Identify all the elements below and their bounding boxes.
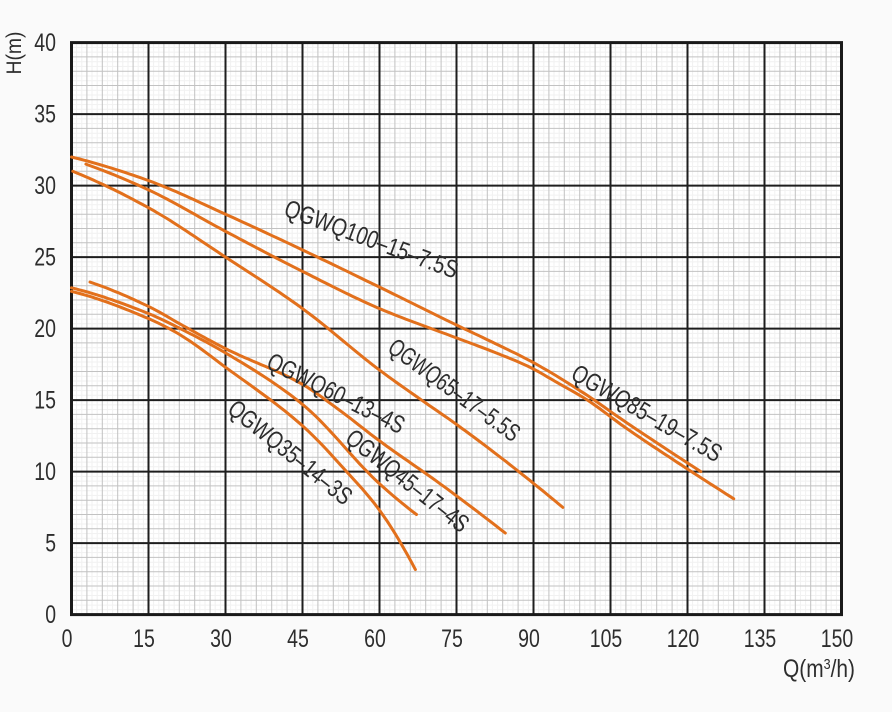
svg-text:35: 35 [34, 101, 56, 129]
svg-text:H(m): H(m) [3, 32, 26, 75]
svg-text:30: 30 [34, 172, 56, 200]
svg-text:135: 135 [744, 625, 777, 653]
svg-text:15: 15 [133, 625, 155, 653]
svg-text:Q(m3/h): Q(m3/h) [783, 655, 855, 683]
svg-text:75: 75 [441, 625, 463, 653]
svg-text:0: 0 [62, 625, 73, 653]
svg-text:105: 105 [590, 625, 623, 653]
svg-text:15: 15 [34, 387, 56, 415]
svg-text:90: 90 [518, 625, 540, 653]
svg-text:0: 0 [45, 601, 56, 629]
svg-text:30: 30 [210, 625, 232, 653]
svg-text:10: 10 [34, 458, 56, 486]
svg-text:45: 45 [287, 625, 309, 653]
svg-text:5: 5 [45, 530, 56, 558]
svg-text:20: 20 [34, 315, 56, 343]
svg-text:40: 40 [34, 29, 56, 57]
svg-text:120: 120 [667, 625, 700, 653]
svg-text:150: 150 [821, 625, 854, 653]
svg-text:60: 60 [364, 625, 386, 653]
svg-text:25: 25 [34, 244, 56, 272]
